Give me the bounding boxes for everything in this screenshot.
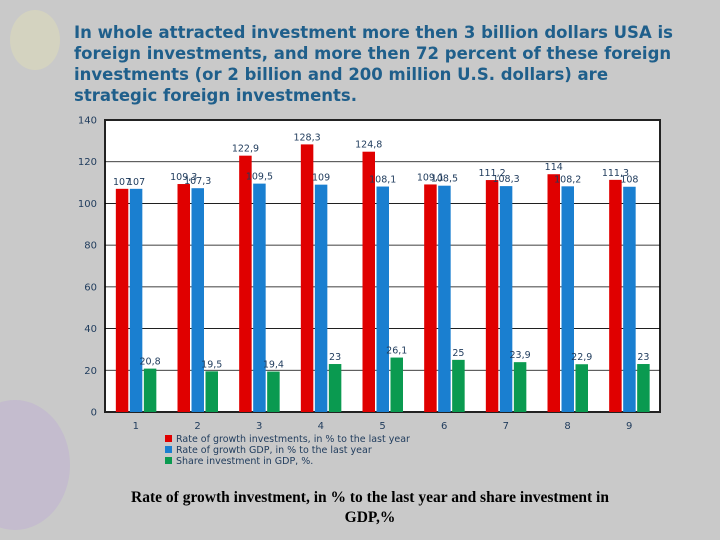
legend-swatch — [165, 446, 172, 453]
y-tick-label: 40 — [84, 324, 97, 335]
x-tick-label: 5 — [379, 421, 385, 432]
x-tick-label: 4 — [318, 421, 324, 432]
data-label: 111,3 — [602, 168, 629, 179]
bar-series-3 — [143, 368, 157, 412]
data-label: 107 — [113, 177, 131, 188]
data-label: 108,2 — [554, 174, 581, 185]
data-label: 109,5 — [246, 172, 273, 183]
bar-series-2 — [561, 186, 574, 412]
legend-swatch — [165, 457, 172, 464]
bar-series-2 — [376, 186, 389, 412]
balloon-decoration-top — [10, 10, 60, 70]
bar-series-2 — [438, 185, 451, 412]
data-label: 22,9 — [571, 352, 592, 363]
x-tick-label: 2 — [194, 421, 200, 432]
data-label: 108,3 — [492, 174, 519, 185]
bar-series-2 — [191, 188, 204, 412]
bar-series-2 — [253, 183, 266, 412]
balloon-decoration-left — [0, 400, 70, 530]
data-label: 23 — [637, 352, 649, 363]
y-tick-label: 100 — [78, 199, 97, 210]
data-label: 23,9 — [510, 350, 531, 361]
data-label: 19,5 — [201, 359, 222, 370]
data-label: 107 — [127, 177, 145, 188]
data-label: 19,4 — [263, 360, 284, 371]
x-tick-label: 7 — [503, 421, 509, 432]
bar-series-1 — [547, 174, 560, 412]
data-label: 108 — [620, 175, 638, 186]
bar-series-2 — [623, 186, 636, 412]
y-tick-label: 60 — [84, 282, 97, 293]
data-label: 20,8 — [140, 357, 161, 368]
bar-series-3 — [452, 359, 465, 412]
data-label: 25 — [452, 348, 464, 359]
y-tick-label: 20 — [84, 366, 97, 377]
bar-series-2 — [499, 186, 513, 412]
data-label: 109,1 — [417, 172, 444, 183]
bar-series-3 — [637, 364, 650, 412]
legend-swatch — [165, 435, 172, 442]
data-label: 108,1 — [369, 175, 396, 186]
bar-series-3 — [575, 364, 588, 412]
bar-series-3 — [267, 371, 280, 412]
data-label: 114 — [545, 162, 563, 173]
legend-label: Rate of growth GDP, in % to the last yea… — [176, 445, 372, 456]
bar-series-1 — [424, 184, 437, 412]
x-tick-label: 3 — [256, 421, 262, 432]
legend-label: Share investment in GDP, %. — [176, 456, 313, 467]
bar-series-3 — [390, 357, 403, 412]
x-tick-label: 6 — [441, 421, 447, 432]
chart-caption: Rate of growth investment, in % to the l… — [131, 489, 609, 526]
y-tick-label: 0 — [91, 408, 97, 419]
bar-series-3 — [205, 371, 218, 412]
data-label: 23 — [329, 352, 341, 363]
data-label: 124,8 — [355, 140, 382, 151]
bar-series-3 — [328, 364, 342, 412]
bar-series-1 — [300, 144, 314, 412]
bar-series-1 — [239, 155, 252, 412]
bar-series-3 — [513, 362, 527, 412]
x-tick-label: 9 — [626, 421, 632, 432]
bar-series-1 — [177, 184, 190, 412]
data-label: 108,5 — [431, 174, 458, 185]
y-tick-label: 80 — [84, 241, 97, 252]
data-label: 109 — [312, 173, 330, 184]
y-tick-label: 120 — [78, 157, 97, 168]
bar-series-1 — [115, 188, 129, 412]
data-label: 122,9 — [232, 144, 259, 155]
legend-label: Rate of growth investments, in % to the … — [176, 434, 410, 445]
bar-series-2 — [129, 188, 143, 412]
bar-series-1 — [609, 179, 622, 412]
bar-series-2 — [314, 184, 328, 412]
bar-series-1 — [362, 151, 375, 412]
y-tick-label: 140 — [78, 116, 97, 127]
x-tick-label: 8 — [564, 421, 570, 432]
data-label: 109,3 — [170, 172, 197, 183]
bar-series-1 — [485, 180, 499, 412]
slide-heading: In whole attracted investment more then … — [74, 23, 673, 105]
data-label: 26,1 — [386, 346, 407, 357]
data-label: 107,3 — [184, 176, 211, 187]
data-label: 128,3 — [293, 132, 320, 143]
data-label: 111,2 — [478, 168, 505, 179]
x-tick-label: 1 — [133, 421, 139, 432]
